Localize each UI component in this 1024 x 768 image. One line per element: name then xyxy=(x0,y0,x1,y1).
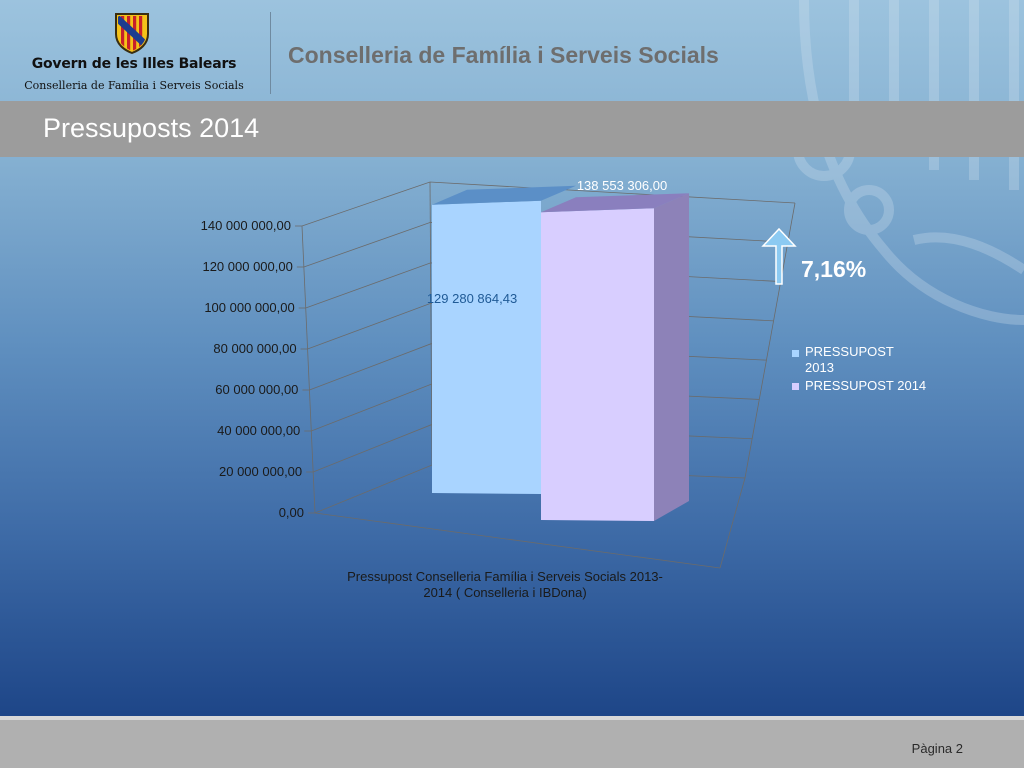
bar-2-side xyxy=(654,193,689,521)
department-title: Conselleria de Família i Serveis Socials xyxy=(288,42,719,68)
slide-title: Pressuposts 2014 xyxy=(43,113,260,143)
legend-label-2013: PRESSUPOST 2013 xyxy=(805,344,894,375)
change-percentage: 7,16% xyxy=(801,256,866,282)
back-right-edge xyxy=(744,202,796,479)
ytick-label: 40 000 000,00 xyxy=(217,423,300,438)
floor-right-edge xyxy=(719,477,746,569)
balearic-crest-icon xyxy=(115,13,149,54)
slide-footer: Pàgina 2 xyxy=(0,716,1024,768)
page-number: Pàgina 2 xyxy=(911,741,963,756)
government-department: Conselleria de Família i Serveis Socials xyxy=(24,79,244,92)
budget-bar-chart: 0,00 20 000 000,00 40 000 000,00 60 000 000… xyxy=(200,178,926,600)
data-label-2014: 138 553 306,00 xyxy=(577,178,667,193)
bar-2-front xyxy=(541,208,654,521)
ytick-label: 120 000 000,00 xyxy=(202,259,292,274)
ytick-label: 60 000 000,00 xyxy=(215,382,298,397)
government-name: Govern de les Illes Balears xyxy=(31,56,237,72)
category-label: Pressupost Conselleria Família i Serveis… xyxy=(347,569,663,600)
back-corner-edge xyxy=(429,181,433,466)
slide-header: Govern de les Illes Balears Conselleria … xyxy=(0,0,1024,100)
legend-swatch-2014 xyxy=(792,383,799,390)
ytick-label: 0,00 xyxy=(279,505,304,520)
data-label-2013: 129 280 864,43 xyxy=(427,291,517,306)
ytick-label: 80 000 000,00 xyxy=(213,341,296,356)
bar-1-top xyxy=(432,185,576,205)
legend-label-2014: PRESSUPOST 2014 xyxy=(805,378,926,393)
increase-arrow-icon xyxy=(761,227,797,285)
ytick-label: 140 000 000,00 xyxy=(201,218,291,233)
left-wall-edge xyxy=(301,225,316,514)
government-logo: Govern de les Illes Balears Conselleria … xyxy=(0,0,268,100)
bar-1-front xyxy=(432,200,541,494)
title-band: Pressuposts 2014 xyxy=(0,101,1024,157)
ytick-label: 20 000 000,00 xyxy=(219,464,302,479)
legend-swatch-2013 xyxy=(792,350,799,357)
ytick-label: 100 000 000,00 xyxy=(204,300,294,315)
floor-front-edge xyxy=(314,512,721,569)
header-divider xyxy=(270,12,271,94)
bar-2-top xyxy=(541,193,689,213)
